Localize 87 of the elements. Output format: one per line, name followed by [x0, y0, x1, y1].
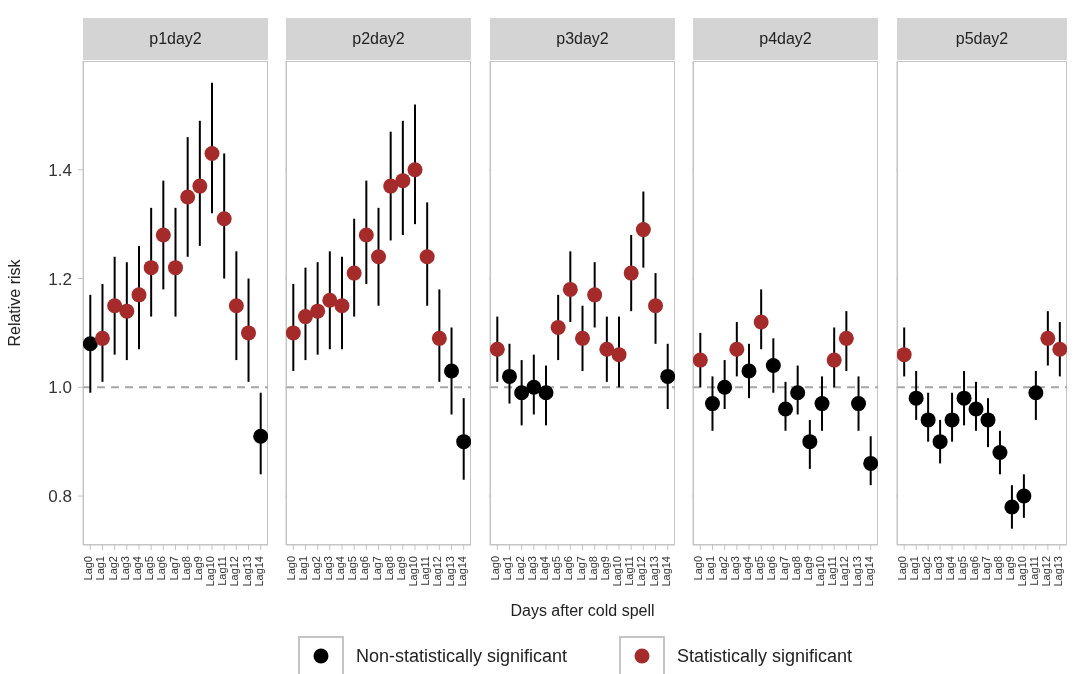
legend-label: Non-statistically significant — [355, 645, 567, 667]
y-tick-label: 1.2 — [48, 269, 72, 289]
x-tick-label: Lag5 — [550, 556, 563, 581]
chart-title: p1day2 — [83, 18, 268, 60]
x-tick-label: Lag1 — [501, 556, 514, 581]
x-tick-label: Lag4 — [333, 556, 346, 581]
x-tick-label: Lag14 — [455, 556, 468, 587]
x-tick-label: Lag0 — [489, 556, 502, 581]
chart-title: p4day2 — [693, 18, 878, 60]
x-tick-label: Lag3 — [728, 556, 741, 581]
x-tick-label: Lag7 — [167, 556, 180, 581]
x-tick-label: Lag4 — [130, 556, 143, 581]
x-tick-label: Lag9 — [598, 556, 611, 581]
x-tick-label: Lag6 — [155, 556, 168, 581]
x-tick-label: Lag11 — [826, 556, 839, 586]
x-tick-label: Lag6 — [765, 556, 778, 581]
x-tick-label: Lag1 — [297, 556, 310, 581]
x-tick-label: Lag13 — [443, 556, 456, 587]
x-tick-label: Lag7 — [777, 556, 790, 581]
y-tick-label: 1.4 — [48, 160, 72, 180]
x-tick-label: Lag7 — [370, 556, 383, 581]
x-tick-label: Lag12 — [1039, 556, 1052, 587]
x-tick-label: Lag5 — [956, 556, 969, 581]
x-tick-label: Lag11 — [419, 556, 432, 586]
y-tick-label: 0.8 — [48, 487, 72, 507]
x-tick-label: Lag0 — [692, 556, 705, 581]
x-tick-label: Lag0 — [82, 556, 95, 581]
x-tick-label: Lag9 — [801, 556, 814, 581]
x-tick-label: Lag13 — [647, 556, 660, 587]
x-tick-label: Lag12 — [431, 556, 444, 587]
x-tick-label: Lag9 — [191, 556, 204, 581]
x-tick-label: Lag8 — [991, 556, 1004, 581]
x-axis-title: Days after cold spell — [509, 602, 656, 620]
x-tick-label: Lag12 — [228, 556, 241, 587]
x-tick-label: Lag5 — [753, 556, 766, 581]
x-tick-label: Lag0 — [896, 556, 909, 581]
x-tick-label: Lag11 — [1027, 556, 1040, 586]
x-tick-label: Lag14 — [659, 556, 672, 587]
x-tick-label: Lag3 — [118, 556, 131, 581]
y-tick-label: 1.0 — [48, 378, 72, 398]
x-tick-label: Lag8 — [789, 556, 802, 581]
x-tick-label: Lag11 — [216, 556, 229, 586]
x-tick-label: Lag8 — [179, 556, 192, 581]
x-tick-label: Lag4 — [537, 556, 550, 581]
x-tick-label: Lag9 — [394, 556, 407, 581]
x-tick-label: Lag13 — [850, 556, 863, 587]
legend-label: Statistically significant — [677, 645, 853, 667]
x-tick-label: Lag14 — [862, 556, 875, 587]
x-tick-label: Lag2 — [309, 556, 322, 581]
x-tick-label: Lag12 — [635, 556, 648, 587]
x-tick-label: Lag3 — [525, 556, 538, 581]
x-tick-label: Lag13 — [1051, 556, 1064, 587]
x-tick-label: Lag2 — [513, 556, 526, 581]
x-tick-label: Lag7 — [574, 556, 587, 581]
x-tick-label: Lag9 — [1003, 556, 1016, 581]
x-tick-label: Lag10 — [611, 556, 624, 587]
x-tick-label: Lag6 — [358, 556, 371, 581]
x-tick-label: Lag10 — [814, 556, 827, 587]
x-tick-label: Lag0 — [285, 556, 298, 581]
x-tick-label: Lag12 — [838, 556, 851, 587]
x-tick-label: Lag1 — [94, 556, 107, 581]
x-tick-label: Lag8 — [586, 556, 599, 581]
x-tick-label: Lag10 — [1015, 556, 1028, 587]
x-tick-label: Lag3 — [321, 556, 334, 581]
x-tick-label: Lag10 — [204, 556, 217, 587]
x-tick-label: Lag5 — [346, 556, 359, 581]
x-tick-label: Lag8 — [382, 556, 395, 581]
x-tick-label: Lag3 — [932, 556, 945, 581]
x-tick-label: Lag2 — [106, 556, 119, 581]
x-tick-label: Lag6 — [968, 556, 981, 581]
x-tick-label: Lag5 — [143, 556, 156, 581]
x-tick-label: Lag7 — [979, 556, 992, 581]
x-tick-label: Lag1 — [908, 556, 921, 581]
x-tick-label: Lag14 — [252, 556, 265, 587]
chart-title: p2day2 — [286, 18, 471, 60]
x-tick-label: Lag4 — [944, 556, 957, 581]
x-tick-label: Lag1 — [704, 556, 717, 581]
x-tick-label: Lag11 — [623, 556, 636, 586]
x-tick-label: Lag6 — [562, 556, 575, 581]
chart-title: p5day2 — [897, 18, 1067, 60]
x-tick-label: Lag10 — [407, 556, 420, 587]
chart-title: p3day2 — [490, 18, 675, 60]
y-axis-title: Relative risk — [5, 258, 23, 347]
x-tick-label: Lag2 — [716, 556, 729, 581]
x-tick-label: Lag4 — [740, 556, 753, 581]
x-tick-label: Lag13 — [240, 556, 253, 587]
x-tick-label: Lag2 — [920, 556, 933, 581]
